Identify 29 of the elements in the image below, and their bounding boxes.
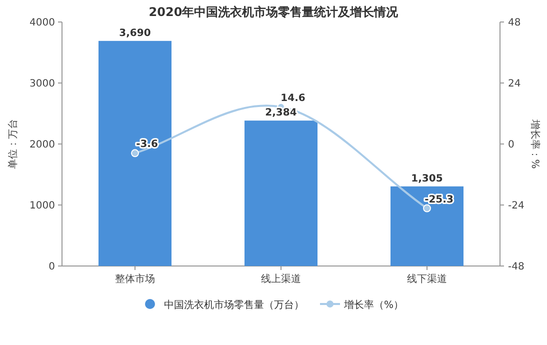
y-axis-title: 单位：万台	[7, 119, 19, 169]
data-label: 14.6	[280, 92, 306, 104]
y2-tick-label: -48	[508, 262, 524, 272]
y2-tick-label: 48	[508, 18, 521, 28]
data-label: -25.3	[424, 194, 454, 206]
bar	[390, 186, 464, 266]
data-label: 2,384	[265, 108, 297, 119]
bar	[244, 120, 318, 266]
bar	[98, 40, 172, 266]
point	[131, 149, 139, 158]
y2-tick-label: 0	[508, 140, 514, 150]
y-tick-label: 2000	[30, 140, 55, 150]
data-label: -3.6	[136, 139, 158, 150]
x-tick-label: 线下渠道	[407, 273, 447, 285]
chart-title: 2020年中国洗衣机市场零售量统计及增长情况	[148, 5, 400, 19]
data-label: 1,305	[411, 173, 443, 184]
data-label: 3,690	[119, 28, 151, 39]
y-tick-label: 1000	[30, 200, 55, 212]
y2-axis-title: 增长率：%	[529, 118, 541, 169]
y2-tick-label: 24	[508, 78, 521, 90]
y-tick-label: 4000	[30, 18, 55, 28]
y2-tick-label: -24	[508, 200, 524, 212]
x-tick-label: 整体市场	[115, 273, 155, 285]
point	[423, 204, 431, 212]
y-tick-label: 0	[48, 262, 55, 272]
legend-label: 中国洗衣机市场零售量（万台）	[164, 299, 304, 311]
x-tick-label: 线上渠道	[261, 273, 301, 285]
y-tick-label: 3000	[30, 78, 55, 90]
legend-label: 增长率（%）	[343, 299, 404, 311]
